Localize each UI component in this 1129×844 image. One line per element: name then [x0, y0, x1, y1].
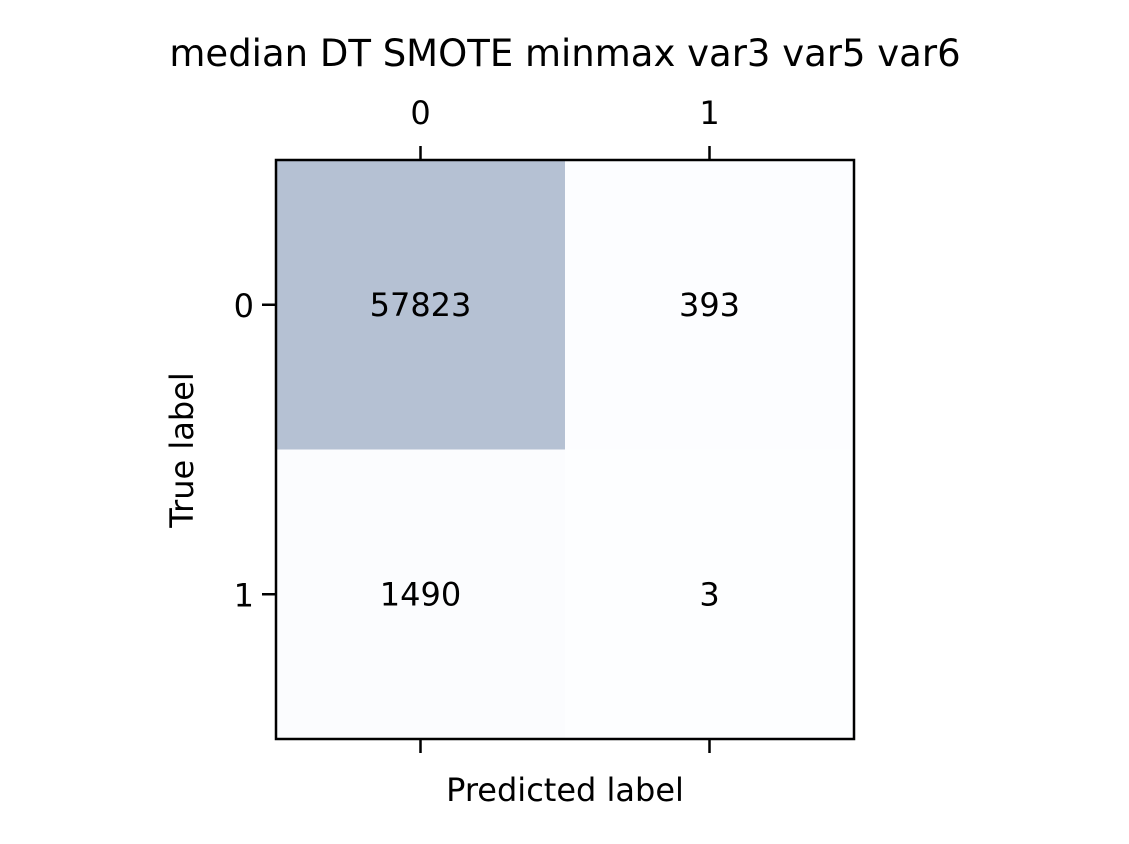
- heatmap-cell-r1-c1: [565, 449, 855, 740]
- heatmap-cells: [276, 160, 855, 740]
- heatmap-cell-labels: 57823 393 1490 3: [370, 286, 740, 614]
- cell-value-r1-c0: 1490: [380, 575, 461, 613]
- plot-frame: [274, 158, 856, 741]
- cell-value-r0-c0: 57823: [370, 286, 472, 324]
- y-axis-label: True label: [163, 372, 201, 529]
- y-axis-ticks: 01: [234, 287, 276, 614]
- chart-title: median DT SMOTE minmax var3 var5 var6: [169, 32, 960, 75]
- y-tick-label-0: 0: [234, 287, 254, 325]
- cell-value-r0-c1: 393: [679, 286, 740, 324]
- heatmap-cell-r0-c0: [276, 160, 566, 450]
- x-tick-label-1: 1: [699, 94, 719, 132]
- x-axis-label: Predicted label: [446, 771, 684, 809]
- x-tick-label-0: 0: [410, 94, 430, 132]
- heatmap-cell-r1-c0: [276, 449, 566, 740]
- heatmap-cell-r0-c1: [565, 160, 855, 450]
- cell-value-r1-c1: 3: [699, 575, 719, 613]
- y-tick-label-1: 1: [234, 576, 254, 614]
